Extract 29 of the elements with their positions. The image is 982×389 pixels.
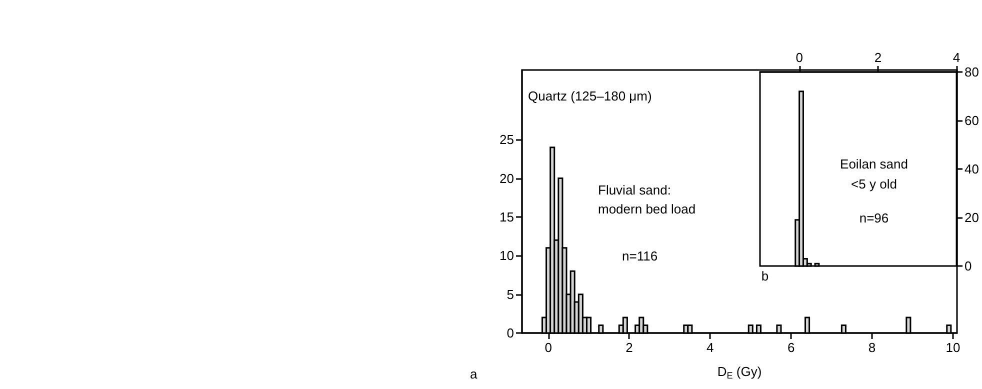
x-tick-label: 2	[626, 340, 633, 355]
x-tick-label: 2	[874, 50, 882, 65]
annotation: n=96	[859, 210, 889, 226]
x-tick-label: 0	[796, 50, 803, 65]
annotation: n=116	[622, 248, 658, 264]
y-tick-label: 15	[500, 209, 514, 224]
annotation: modern bed load	[598, 202, 696, 216]
y-tick-label: 80	[964, 64, 980, 80]
x-tick-label: 4	[952, 50, 960, 65]
annotation: <5 y old	[851, 176, 897, 192]
y-tick-label: 60	[964, 113, 980, 128]
y-tick-label: 0	[964, 258, 972, 274]
annotation: Quartz (125–180 μm)	[528, 88, 652, 104]
y-tick-label: 40	[964, 162, 980, 176]
y-tick-label: 20	[964, 210, 980, 225]
annotation: Fluvial sand:	[598, 182, 671, 198]
y-tick-label: 5	[506, 286, 514, 302]
x-tick-label: 10	[946, 340, 960, 355]
x-tick-label: 6	[787, 340, 795, 355]
y-tick-label: 10	[500, 248, 514, 264]
y-tick-label: 25	[500, 132, 514, 148]
x-tick-label: 8	[868, 340, 876, 355]
annotation: Eoilan sand	[840, 156, 908, 172]
annotation: b	[761, 268, 769, 284]
x-tick-label: 0	[544, 340, 552, 355]
text: a	[470, 366, 478, 382]
x-tick-label: 4	[706, 340, 714, 355]
y-tick-label: 20	[500, 170, 514, 186]
y-tick-label: 0	[506, 326, 514, 340]
